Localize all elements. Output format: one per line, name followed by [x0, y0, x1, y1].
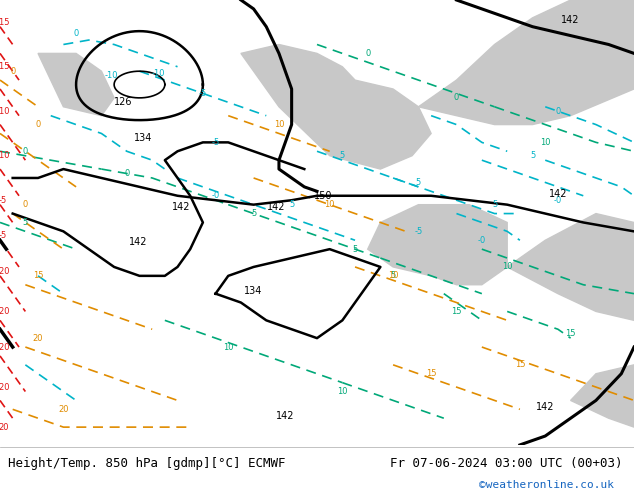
Text: 142: 142 [129, 238, 148, 247]
Text: 20: 20 [58, 405, 68, 414]
Text: 15: 15 [515, 360, 525, 369]
Text: 10: 10 [540, 138, 550, 147]
Text: -10: -10 [104, 71, 118, 80]
Text: -15: -15 [0, 62, 10, 71]
Text: -5: -5 [211, 138, 220, 147]
Text: 0: 0 [23, 147, 28, 156]
Text: 5: 5 [530, 151, 535, 160]
Text: 5: 5 [251, 209, 256, 218]
Text: 134: 134 [134, 133, 152, 143]
Text: -10: -10 [0, 151, 10, 160]
Text: 0: 0 [365, 49, 370, 58]
Polygon shape [571, 365, 634, 427]
Text: 0: 0 [10, 67, 15, 75]
Text: -0: -0 [211, 191, 220, 200]
Text: 150: 150 [314, 191, 333, 201]
Text: -20: -20 [0, 383, 10, 392]
Text: -10: -10 [152, 69, 165, 78]
Text: -20: -20 [0, 267, 10, 276]
Text: -20: -20 [0, 343, 10, 351]
Text: 5: 5 [23, 218, 28, 227]
Text: -5: -5 [0, 196, 8, 205]
Text: 0: 0 [74, 29, 79, 38]
Text: -15: -15 [0, 18, 10, 27]
Text: 10: 10 [388, 271, 398, 280]
Text: 5: 5 [492, 200, 497, 209]
Text: 0: 0 [124, 169, 129, 178]
Text: 20: 20 [0, 422, 8, 432]
Text: -10: -10 [0, 107, 10, 116]
Text: 5: 5 [416, 178, 421, 187]
Text: 10: 10 [325, 200, 335, 209]
Polygon shape [241, 45, 431, 169]
Text: 10: 10 [223, 343, 233, 351]
Text: 0: 0 [36, 120, 41, 129]
Text: 5: 5 [391, 271, 396, 280]
Text: 142: 142 [276, 411, 295, 421]
Text: 134: 134 [245, 287, 262, 296]
Text: 126: 126 [114, 98, 133, 107]
Text: 10: 10 [337, 387, 347, 396]
Text: -5: -5 [0, 231, 8, 240]
Text: 0: 0 [555, 107, 560, 116]
Text: 15: 15 [33, 271, 43, 280]
Text: 142: 142 [536, 402, 555, 412]
Text: 15: 15 [426, 369, 436, 378]
Text: 15: 15 [566, 329, 576, 338]
Text: 142: 142 [172, 202, 191, 212]
Text: 20: 20 [33, 334, 43, 343]
Text: 10: 10 [502, 263, 512, 271]
Text: ©weatheronline.co.uk: ©weatheronline.co.uk [479, 481, 614, 490]
Text: Fr 07-06-2024 03:00 UTC (00+03): Fr 07-06-2024 03:00 UTC (00+03) [390, 457, 623, 470]
Text: 15: 15 [451, 307, 462, 316]
Text: 10: 10 [274, 120, 284, 129]
Polygon shape [418, 0, 634, 124]
Text: 142: 142 [548, 189, 567, 198]
Text: -0: -0 [553, 196, 562, 205]
Polygon shape [38, 53, 114, 116]
Text: 142: 142 [561, 15, 580, 25]
Text: -5: -5 [198, 89, 207, 98]
Text: Height/Temp. 850 hPa [gdmp][°C] ECMWF: Height/Temp. 850 hPa [gdmp][°C] ECMWF [8, 457, 285, 470]
Text: 5: 5 [340, 151, 345, 160]
Text: 5: 5 [289, 200, 294, 209]
Text: 0: 0 [454, 94, 459, 102]
Text: 5: 5 [353, 245, 358, 254]
Text: 0: 0 [23, 200, 28, 209]
Text: 142: 142 [266, 202, 285, 212]
Text: -0: -0 [477, 236, 486, 245]
Polygon shape [368, 205, 507, 285]
Polygon shape [507, 214, 634, 320]
Text: -20: -20 [0, 307, 10, 316]
Text: -5: -5 [414, 227, 423, 236]
